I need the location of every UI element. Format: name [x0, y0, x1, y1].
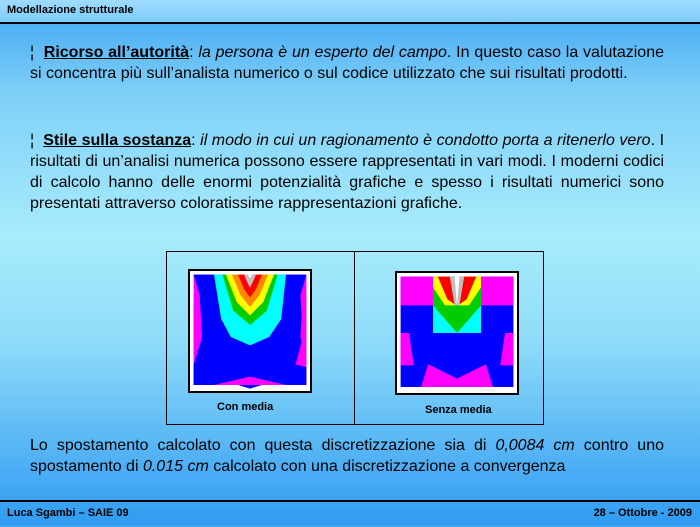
- slide-header: Modellazione strutturale: [0, 0, 700, 24]
- italic-text: il modo in cui un ragionamento è condott…: [200, 132, 651, 149]
- conclusion-text: Lo spostamento calcolato con questa disc…: [30, 435, 664, 477]
- bullet: ¦: [30, 132, 35, 149]
- right-caption: Senza media: [425, 404, 492, 416]
- paragraph-authority: ¦ Ricorso all’autorità: la persona è un …: [30, 42, 664, 84]
- term: Ricorso all’autorità: [43, 44, 190, 61]
- contour-plot-with-averaging: [188, 269, 312, 393]
- body-text: . In questo caso la valutazione si conce…: [30, 44, 665, 82]
- paragraph-style: ¦ Stile sulla sostanza: il modo in cui u…: [30, 130, 664, 214]
- body-text: . I risultati di un’analisi numerica pos…: [30, 132, 665, 212]
- term: Stile sulla sostanza: [43, 132, 192, 149]
- contour-plot-without-averaging: [395, 271, 519, 395]
- footer-date: 28 – Ottobre - 2009: [593, 507, 692, 519]
- bullet: ¦: [30, 44, 35, 61]
- text: calcolato con una discretizzazione a con…: [208, 458, 566, 475]
- text: Lo spostamento calcolato con questa disc…: [30, 437, 496, 454]
- text: contro uno spostamento di: [30, 437, 664, 475]
- left-caption: Con media: [217, 401, 274, 413]
- header-title: Modellazione strutturale: [7, 4, 134, 16]
- value-converged: 0.015 cm: [142, 458, 209, 475]
- colon: :: [191, 132, 196, 149]
- footer-author: Luca Sgambi – SAIE 09: [7, 507, 129, 519]
- comparison-figure: Con media Senza media: [166, 251, 544, 425]
- divider: [354, 252, 355, 424]
- italic-text: la persona è un esperto del campo: [198, 44, 447, 61]
- value-with-averaging: 0,0084 cm: [495, 437, 575, 454]
- slide-footer: Luca Sgambi – SAIE 09 28 – Ottobre - 200…: [0, 500, 700, 527]
- colon: :: [189, 44, 194, 61]
